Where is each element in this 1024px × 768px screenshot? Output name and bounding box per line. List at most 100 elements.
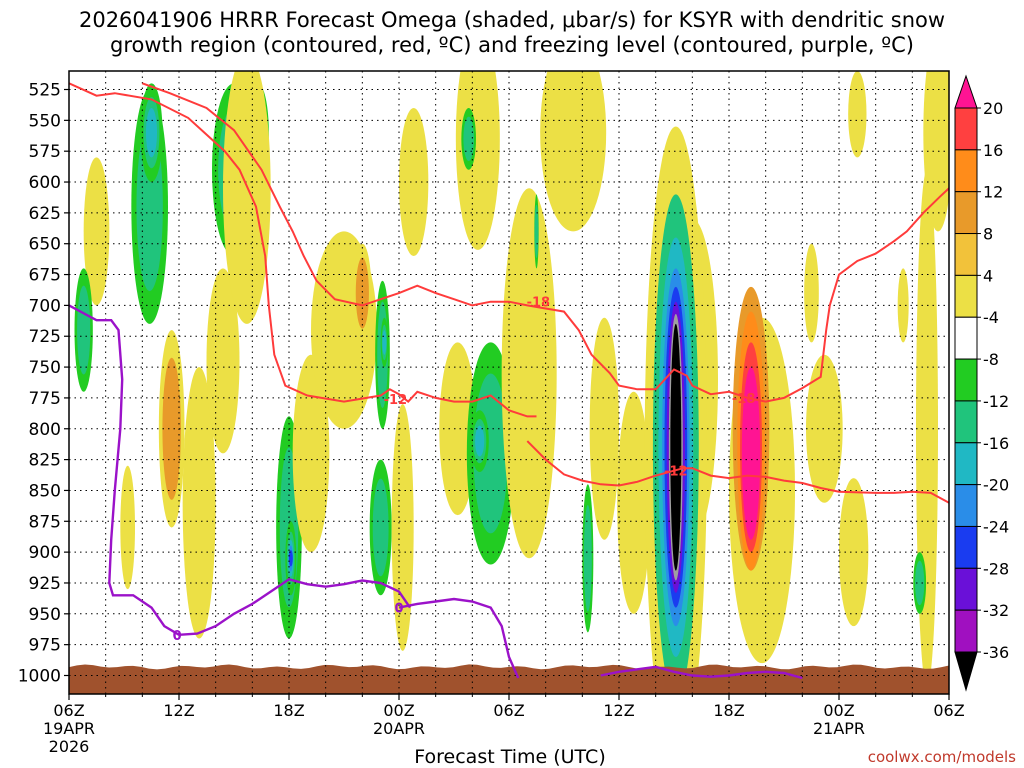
x-tick-label: 06Z <box>53 701 84 720</box>
omega-region <box>399 108 429 257</box>
y-tick-label: 825 <box>29 451 61 471</box>
x-tick-label: 18Z <box>273 701 304 720</box>
omega-region <box>292 354 330 553</box>
omega-region-core1 <box>355 257 369 329</box>
omega-sinking-core <box>670 323 682 571</box>
omega-region-core1 <box>463 116 474 162</box>
dgz-contour <box>69 82 537 418</box>
dgz-contour <box>526 440 949 504</box>
dgz-contour-label: -12 <box>664 465 688 480</box>
x-tick-label: 00Z <box>823 701 854 720</box>
colorbar-segment <box>954 274 978 318</box>
x-date-label: 21APR <box>813 719 865 738</box>
omega-region-core4 <box>288 550 293 567</box>
y-tick-label: 525 <box>29 81 61 101</box>
colorbar-segment <box>954 484 978 527</box>
colorbar-label: 16 <box>983 141 1003 160</box>
omega-region <box>439 342 476 516</box>
y-tick-label: 625 <box>29 204 61 224</box>
omega-region <box>391 404 414 651</box>
omega-region-core1 <box>583 505 592 612</box>
y-tick-label: 925 <box>29 574 61 594</box>
colorbar-label: -32 <box>983 601 1009 620</box>
omega-region-core2 <box>475 425 485 457</box>
x-axis-label: Forecast Time (UTC) <box>414 746 606 768</box>
freezing-level-contour <box>600 665 803 680</box>
y-tick-label: 850 <box>29 481 61 501</box>
omega-region <box>897 268 909 343</box>
dgz-contour-label: -18 <box>732 392 756 407</box>
x-tick-label: 12Z <box>603 701 634 720</box>
omega-region <box>182 367 216 639</box>
colorbar-label: -16 <box>983 434 1009 453</box>
y-tick-label: 800 <box>29 420 61 440</box>
omega-region <box>223 71 271 324</box>
omega-rising-core <box>741 367 761 540</box>
colorbar-segment <box>954 525 978 569</box>
x-year-label: 2026 <box>49 737 90 756</box>
dgz-contour <box>141 82 949 403</box>
omega-region-core1 <box>77 285 91 375</box>
colorbar-segment <box>954 609 978 653</box>
y-tick-label: 975 <box>29 636 61 656</box>
y-tick-label: 875 <box>29 512 61 532</box>
colorbar-segment <box>954 358 978 402</box>
omega-region <box>120 465 135 590</box>
colorbar-label: -24 <box>983 517 1009 536</box>
omega-region-core2 <box>146 108 157 158</box>
y-tick-label: 750 <box>29 358 61 378</box>
colorbar-label: 8 <box>983 225 993 244</box>
omega-region <box>540 71 607 232</box>
x-tick-label: 00Z <box>383 701 414 720</box>
y-tick-label: 700 <box>29 296 61 316</box>
chart-title-line1: 2026041906 HRRR Forecast Omega (shaded, … <box>78 8 946 32</box>
omega-region <box>501 188 557 559</box>
colorbar-label: -20 <box>983 476 1009 495</box>
y-tick-label: 775 <box>29 389 61 409</box>
omega-region-core1 <box>372 478 389 577</box>
omega-region <box>848 71 867 158</box>
omega-region <box>83 157 110 306</box>
y-tick-label: 650 <box>29 235 61 255</box>
colorbar-label: 4 <box>983 266 993 285</box>
colorbar-label: -12 <box>983 392 1009 411</box>
colorbar-label: -8 <box>983 350 999 369</box>
omega-region <box>839 478 869 627</box>
colorbar-label: -4 <box>983 308 999 327</box>
colorbar-segment <box>954 191 978 235</box>
colorbar-bottom-triangle <box>954 651 978 692</box>
omega-region <box>806 354 843 503</box>
omega-region <box>206 268 240 454</box>
colorbar-label: 12 <box>983 183 1003 202</box>
omega-region <box>923 71 949 232</box>
x-date-label: 19APR <box>43 719 95 738</box>
dgz-contour-label: -12 <box>384 393 408 408</box>
colorbar-segment <box>954 316 978 360</box>
y-tick-label: 1000 <box>18 666 61 686</box>
colorbar-segment <box>954 400 978 444</box>
freezing-level-label: 0 <box>394 602 403 617</box>
x-tick-label: 18Z <box>713 701 744 720</box>
chart-title-line2: growth region (contoured, red, ºC) and f… <box>110 33 914 57</box>
y-tick-label: 600 <box>29 173 61 193</box>
colorbar-label: 20 <box>983 99 1003 118</box>
y-tick-label: 725 <box>29 327 61 347</box>
x-date-label: 20APR <box>373 719 425 738</box>
y-tick-label: 950 <box>29 605 61 625</box>
credit-link[interactable]: coolwx.com/models <box>867 748 1016 766</box>
omega-region-core1 <box>915 560 925 606</box>
omega-region-core1 <box>162 357 181 500</box>
colorbar-segment <box>954 149 978 193</box>
omega-region <box>804 243 819 343</box>
omega-region-core2 <box>382 330 387 355</box>
y-tick-label: 900 <box>29 543 61 563</box>
colorbar-segment <box>954 233 978 276</box>
colorbar-label: -36 <box>983 643 1009 662</box>
omega-region-core1 <box>534 204 539 259</box>
x-tick-label: 06Z <box>933 701 964 720</box>
omega-region <box>617 391 651 614</box>
x-tick-label: 12Z <box>163 701 194 720</box>
y-tick-label: 575 <box>29 142 61 162</box>
colorbar-segment <box>954 107 978 151</box>
